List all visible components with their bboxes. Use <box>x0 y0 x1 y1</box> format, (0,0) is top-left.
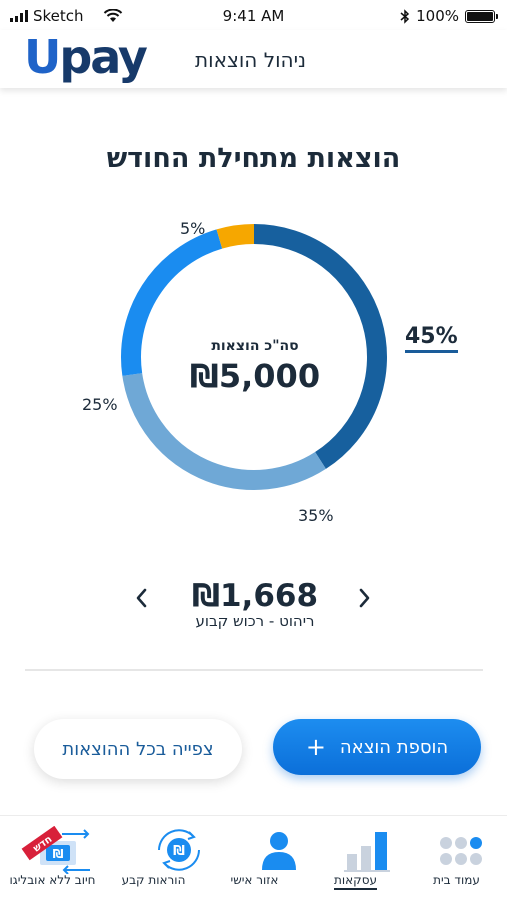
plus-icon: + <box>305 733 326 761</box>
add-expense-button[interactable]: הוספת הוצאה + <box>273 719 481 775</box>
wifi-icon <box>103 9 122 22</box>
tab-home[interactable]: עמוד בית <box>406 816 507 901</box>
status-time: 9:41 AM <box>222 7 285 25</box>
chart-center-total: ₪5,000 <box>189 357 321 395</box>
dots-grid-icon <box>440 837 482 865</box>
tab-label: אזור אישי <box>230 873 279 887</box>
tab-label: חיוב ללא אובליגו <box>9 873 96 887</box>
chart-title: הוצאות מתחילת החודש <box>106 143 401 174</box>
status-left: Sketch <box>10 7 123 25</box>
next-category-button[interactable] <box>353 586 377 616</box>
card-transfer-icon: ₪ חדש <box>21 826 90 874</box>
prev-category-button[interactable] <box>129 586 153 616</box>
battery-icon <box>465 9 498 23</box>
view-all-expenses-button[interactable]: צפייה בכל ההוצאות <box>34 719 242 779</box>
bluetooth-icon <box>400 8 410 24</box>
section-divider <box>25 669 483 671</box>
add-expense-label: הוספת הוצאה <box>339 736 449 758</box>
user-icon <box>262 832 296 870</box>
view-all-label: צפייה בכל ההוצאות <box>62 738 214 760</box>
slice-label-25: 25% <box>82 395 118 414</box>
tab-label: עסקאות <box>334 873 377 890</box>
tab-transactions[interactable]: עסקאות <box>305 816 406 901</box>
donut-slice-5[interactable] <box>216 224 255 249</box>
category-amount: ₪1,668 <box>191 578 319 614</box>
shekel-symbol: ₪ <box>53 847 64 861</box>
carrier-label: Sketch <box>33 7 84 25</box>
chevron-left-icon <box>136 588 147 608</box>
bar-chart-icon <box>344 832 390 872</box>
recurring-payment-icon: ₪ <box>158 829 200 871</box>
shekel-symbol: ₪ <box>173 844 185 859</box>
tab-personal-area[interactable]: אזור אישי <box>204 816 305 901</box>
upay-logo[interactable]: Upay <box>24 30 148 84</box>
tab-no-obligo-charge[interactable]: ₪ חדש חיוב ללא אובליגו <box>2 816 103 901</box>
page-title: ניהול הוצאות <box>195 48 307 72</box>
app-header: Upay ניהול הוצאות <box>0 30 507 88</box>
category-name: ריהוט - רכוש קבוע <box>195 612 315 630</box>
slice-label-5: 5% <box>180 219 206 238</box>
chevron-right-icon <box>359 588 370 608</box>
status-bar: Sketch 9:41 AM 100% <box>0 0 507 30</box>
status-right: 100% <box>400 7 498 25</box>
bottom-tab-bar: עמוד בית עסקאות אזור אישי ₪ הוראות קבע <box>0 815 507 901</box>
tab-standing-orders[interactable]: ₪ הוראות קבע <box>103 816 204 901</box>
signal-icon <box>10 10 28 22</box>
slice-label-35: 35% <box>298 506 334 525</box>
slice-label-45: 45% <box>405 324 458 353</box>
tab-label: הוראות קבע <box>121 873 186 887</box>
tab-label: עמוד בית <box>433 873 480 887</box>
battery-percent: 100% <box>416 7 459 25</box>
chart-center-label: סה"כ הוצאות <box>211 338 299 354</box>
donut-slice-25[interactable] <box>121 229 223 376</box>
